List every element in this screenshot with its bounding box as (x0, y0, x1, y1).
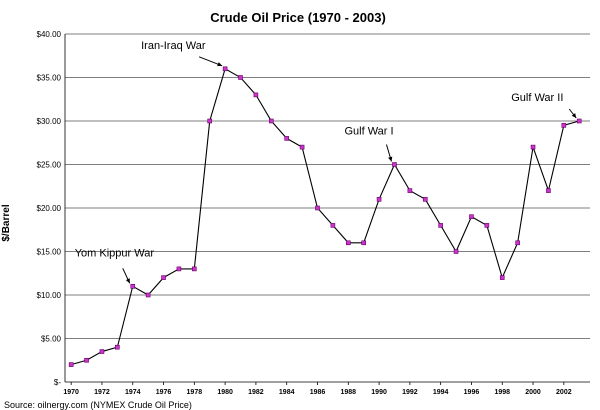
data-point (422, 197, 428, 202)
data-point (315, 205, 320, 211)
arrowhead (388, 156, 393, 162)
chart-title: Crude Oil Price (1970 - 2003) (210, 10, 386, 25)
y-tick-label: $25.00 (37, 161, 62, 170)
x-tick-label: 1978 (187, 389, 203, 396)
x-tick-label: 1980 (217, 389, 233, 396)
data-point (561, 123, 567, 128)
data-point (84, 357, 89, 363)
x-axis-ticks: 1970 1972 1974 1976 1978 1980 1982 1984 1986 1988… (63, 382, 572, 396)
x-tick-label: 1996 (464, 389, 480, 396)
series-line (71, 67, 580, 366)
y-tick-label: $40.00 (37, 30, 62, 39)
x-tick-label: 2002 (556, 389, 572, 396)
data-point (299, 144, 305, 150)
data-point (438, 223, 443, 228)
data-point (484, 223, 490, 228)
x-tick-label: 1982 (248, 389, 264, 396)
annotation-label: Yom Kippur War (75, 247, 155, 259)
y-tick-label: $30.00 (37, 117, 62, 126)
x-tick-label: 1984 (279, 389, 295, 396)
data-point (345, 240, 351, 246)
data-point (515, 240, 520, 246)
arrowhead (125, 278, 130, 284)
arrowhead (571, 113, 577, 118)
data-point (469, 214, 474, 219)
data-point (499, 275, 505, 280)
y-tick-label: $35.00 (37, 74, 62, 83)
x-tick-label: 1992 (402, 389, 418, 396)
data-point (576, 118, 582, 124)
x-tick-label: 1988 (340, 389, 356, 396)
data-point (207, 118, 213, 124)
data-point (361, 240, 366, 246)
data-point (453, 249, 459, 254)
annotation-label: Iran-Iraq War (141, 40, 206, 52)
y-tick-label: $- (54, 378, 61, 387)
data-point (68, 362, 74, 367)
price-series (68, 66, 582, 367)
data-point (530, 144, 536, 150)
data-point (238, 75, 243, 80)
arrowhead (217, 62, 223, 67)
data-point (392, 162, 397, 167)
y-tick-label: $10.00 (37, 291, 62, 300)
data-point (407, 188, 413, 193)
x-tick-label: 1994 (433, 389, 449, 396)
data-point (546, 188, 551, 193)
data-point (284, 136, 290, 141)
y-axis-label: $/Barrel (1, 204, 12, 241)
annotations: Iran-Iraq War Yom Kippur War Gulf War I Gul… (75, 40, 577, 284)
y-axis-ticks: $- $5.00 $10.00 $15.00 $20.00 $25.00 $30.00 $35… (37, 30, 62, 387)
data-point (222, 66, 228, 72)
data-point (130, 283, 136, 289)
grid-lines (64, 33, 590, 383)
y-tick-label: $15.00 (37, 248, 62, 257)
y-tick-label: $5.00 (41, 335, 62, 344)
x-tick-label: 1974 (125, 389, 141, 396)
annotation-label: Gulf War II (511, 92, 563, 104)
data-point (145, 292, 151, 298)
data-point (99, 349, 105, 354)
data-point (253, 92, 259, 98)
y-tick-label: $20.00 (37, 204, 62, 213)
x-tick-label: 1986 (310, 389, 326, 396)
data-point (161, 275, 166, 280)
x-tick-label: 1990 (371, 389, 387, 396)
data-point (376, 197, 382, 202)
x-tick-label: 1998 (494, 389, 510, 396)
data-point (269, 118, 274, 124)
x-tick-label: 1972 (94, 389, 110, 396)
source-note: Source: oilnergy.com (NYMEX Crude Oil Pr… (4, 400, 192, 410)
data-point (192, 266, 197, 272)
data-point (115, 344, 120, 350)
x-tick-label: 1970 (63, 389, 79, 396)
data-point (330, 223, 336, 228)
x-tick-label: 1976 (156, 389, 172, 396)
annotation-label: Gulf War I (344, 126, 393, 138)
x-tick-label: 2000 (525, 389, 541, 396)
data-point (176, 266, 182, 272)
